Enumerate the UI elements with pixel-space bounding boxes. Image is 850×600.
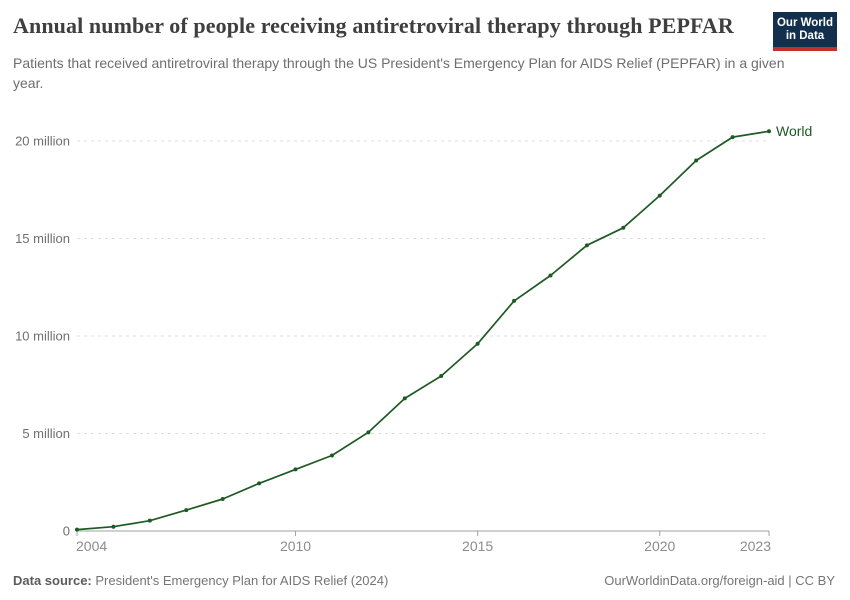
data-point[interactable] — [257, 481, 262, 486]
data-point[interactable] — [584, 243, 589, 248]
data-point[interactable] — [329, 453, 334, 458]
data-point[interactable] — [730, 135, 735, 140]
data-point[interactable] — [402, 396, 407, 401]
data-source-value: President's Emergency Plan for AIDS Reli… — [91, 573, 389, 588]
data-point[interactable] — [548, 273, 553, 278]
y-axis-tick-label: 20 million — [15, 134, 70, 149]
data-point[interactable] — [694, 158, 699, 163]
x-axis-tick-label: 2020 — [644, 538, 675, 554]
x-axis-tick-label: 2004 — [76, 538, 107, 554]
series-label-world[interactable]: World — [776, 123, 812, 139]
data-point[interactable] — [147, 518, 152, 523]
data-source: Data source: President's Emergency Plan … — [13, 573, 388, 588]
y-axis-tick-label: 0 — [63, 524, 70, 539]
x-axis-tick-label: 2023 — [740, 538, 771, 554]
x-axis-tick-label: 2010 — [280, 538, 311, 554]
data-point[interactable] — [75, 527, 79, 532]
data-source-label: Data source: — [13, 573, 92, 588]
data-point[interactable] — [767, 129, 771, 134]
y-axis-tick-label: 5 million — [22, 426, 70, 441]
data-point[interactable] — [293, 467, 298, 472]
series-line-world[interactable] — [76, 130, 770, 531]
data-point[interactable] — [439, 373, 444, 378]
owid-logo[interactable]: Our World in Data — [773, 12, 837, 51]
chart-header: Annual number of people receiving antire… — [0, 0, 850, 93]
data-point[interactable] — [512, 298, 517, 303]
data-point[interactable] — [657, 193, 662, 198]
data-point[interactable] — [475, 341, 480, 346]
data-point[interactable] — [621, 225, 626, 230]
owid-logo-line1: Our World — [776, 17, 833, 29]
data-point[interactable] — [184, 508, 189, 513]
x-axis-tick-label: 2015 — [462, 538, 493, 554]
y-axis-tick-label: 10 million — [15, 329, 70, 344]
owid-logo-line2: in Data — [785, 30, 825, 42]
y-axis-tick-label: 15 million — [15, 231, 70, 246]
data-point[interactable] — [111, 524, 116, 529]
chart-subtitle: Patients that received antiretroviral th… — [13, 55, 785, 91]
page-title: Annual number of people receiving antire… — [13, 13, 734, 38]
license-credit[interactable]: OurWorldinData.org/foreign-aid | CC BY — [604, 573, 835, 588]
data-point[interactable] — [366, 430, 371, 435]
chart-footer: Data source: President's Emergency Plan … — [0, 573, 850, 600]
data-point[interactable] — [220, 497, 225, 502]
